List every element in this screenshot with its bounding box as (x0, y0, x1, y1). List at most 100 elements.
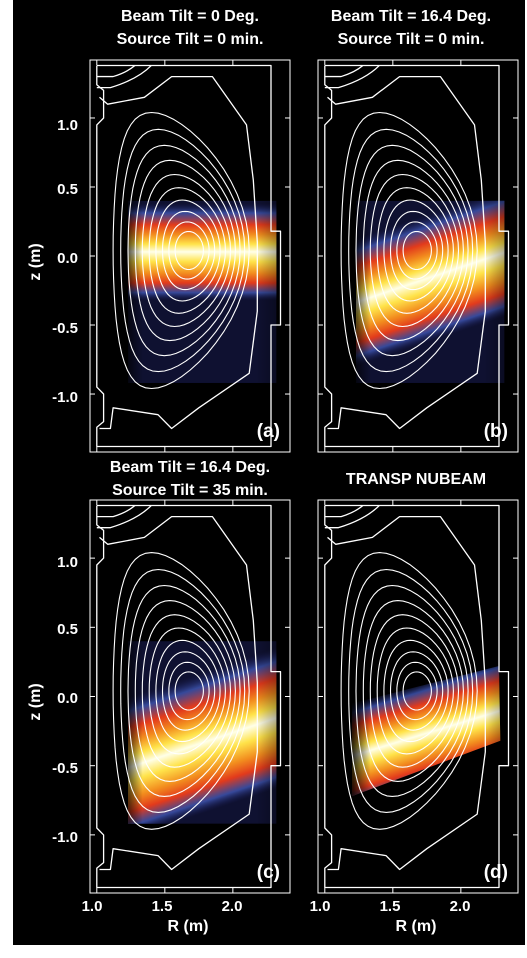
flux-contour (155, 199, 221, 302)
xtick-left-2: 1.5 (152, 898, 173, 915)
panel-d-flux-surfaces (340, 552, 478, 830)
xlabel-right: R (m) (396, 918, 437, 935)
panel-b: (b) (317, 59, 519, 453)
panel-b-frame (317, 59, 519, 453)
flux-contour (348, 128, 474, 373)
flux-contour (362, 159, 464, 342)
ytick-bottom-2: 0.5 (57, 621, 78, 638)
title-b-line1: Beam Tilt = 16.4 Deg. (331, 8, 491, 25)
panel-a: (a) (89, 59, 291, 453)
flux-contour (396, 221, 438, 280)
flux-contour (148, 627, 226, 755)
panel-c: (c) (89, 499, 291, 894)
panel-b-label: (b) (484, 421, 508, 442)
xtick-right-1: 1.0 (310, 898, 331, 915)
flux-contour (127, 144, 241, 357)
panel-c-upper-coil (96, 505, 152, 529)
panel-b-vessel-wall (324, 64, 510, 448)
flux-contour (369, 614, 460, 768)
flux-contour (134, 600, 236, 782)
ylabel-top: z (m) (27, 243, 44, 280)
panel-b-upper-coil (324, 65, 380, 89)
flux-contour (383, 639, 449, 743)
ytick-top-5: -1.0 (52, 389, 78, 406)
panel-d-upper-coil (324, 505, 380, 529)
flux-contour (396, 661, 438, 721)
flux-contour (148, 187, 226, 314)
flux-contour (112, 111, 250, 390)
ytick-bottom-3: 0.0 (57, 690, 78, 707)
ytick-top-3: 0.0 (57, 250, 78, 267)
flux-contour (120, 568, 246, 813)
title-c-line2: Source Tilt = 35 min. (112, 482, 268, 499)
flux-contour (389, 651, 444, 731)
flux-contour (355, 584, 469, 797)
flux-contour (348, 568, 474, 813)
flux-contour (362, 600, 464, 782)
panel-d-frame (317, 499, 519, 894)
flux-contour (369, 173, 460, 328)
panel-a-label: (a) (257, 421, 280, 442)
panel-c-first-wall (99, 515, 258, 871)
title-b-line2: Source Tilt = 0 min. (338, 31, 485, 48)
xtick-right-2: 1.5 (380, 898, 401, 915)
flux-contour (155, 639, 221, 743)
panel-c-frame (89, 499, 291, 894)
panel-d-label: (d) (484, 862, 508, 883)
flux-contour (376, 627, 454, 755)
flux-contour (383, 199, 449, 302)
title-a-line1: Beam Tilt = 0 Deg. (121, 8, 259, 25)
flux-contour (389, 210, 444, 291)
xlabel-left: R (m) (168, 918, 209, 935)
ylabel-bottom: z (m) (27, 683, 44, 720)
panel-a-upper-coil (96, 65, 152, 89)
flux-contour (161, 210, 216, 291)
xtick-right-3: 2.0 (450, 898, 471, 915)
ytick-top-4: -0.5 (52, 320, 78, 337)
flux-contour (112, 552, 250, 830)
flux-contour (355, 144, 469, 357)
flux-contour (402, 230, 432, 271)
panel-c-vessel-wall (96, 504, 282, 889)
ytick-bottom-5: -1.0 (52, 829, 78, 846)
panel-a-vessel-wall (96, 64, 282, 448)
title-c-line1: Beam Tilt = 16.4 Deg. (110, 459, 270, 476)
flux-contour (127, 584, 241, 797)
ytick-bottom-4: -0.5 (52, 760, 78, 777)
flux-contour (168, 661, 210, 721)
flux-contour (141, 614, 232, 768)
xtick-left-1: 1.0 (82, 898, 103, 915)
panel-b-first-wall (327, 75, 486, 430)
flux-contour (161, 651, 216, 731)
panel-a-flux-surfaces (112, 111, 250, 390)
ytick-top-2: 0.5 (57, 181, 78, 198)
flux-contour (120, 128, 246, 373)
panel-b-flux-surfaces (340, 111, 478, 390)
ytick-top-1: 1.0 (57, 117, 78, 134)
panel-b-upper-coil-inner (324, 65, 364, 78)
panel-d-first-wall (327, 515, 486, 871)
flux-contour (141, 173, 232, 328)
panel-d-vessel-wall (324, 504, 510, 889)
title-d-line1: TRANSP NUBEAM (346, 471, 486, 488)
xtick-left-3: 2.0 (222, 898, 243, 915)
panel-d-upper-coil-inner (324, 505, 364, 518)
flux-contour (174, 230, 204, 271)
panel-a-upper-coil-inner (96, 65, 136, 78)
flux-contour (174, 671, 204, 711)
flux-contour (134, 159, 236, 342)
flux-contour (340, 111, 478, 390)
flux-contour (376, 187, 454, 314)
flux-contour (340, 552, 478, 830)
ytick-bottom-1: 1.0 (57, 554, 78, 571)
panel-c-flux-surfaces (112, 552, 250, 830)
panel-c-upper-coil-inner (96, 505, 136, 518)
panel-c-label: (c) (257, 862, 280, 883)
panel-a-first-wall (99, 75, 258, 430)
panel-a-frame (89, 59, 291, 453)
title-a-line2: Source Tilt = 0 min. (117, 31, 264, 48)
flux-contour (168, 221, 210, 280)
flux-contour (402, 671, 432, 711)
